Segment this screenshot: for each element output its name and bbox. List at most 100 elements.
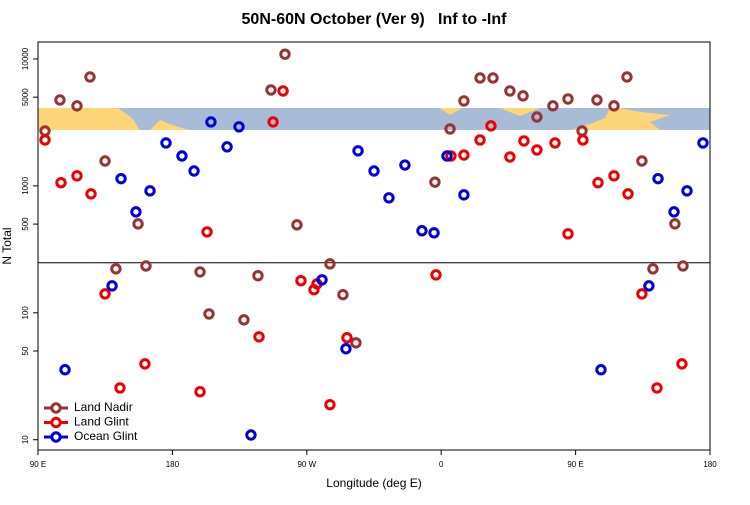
legend-marker [50,431,62,443]
point [547,100,559,112]
chart-title: 50N-60N October (Ver 9) Inf to -Inf [242,11,508,28]
point [279,48,291,60]
point [39,134,51,146]
point [160,137,172,149]
x-tick-label: 90 W [297,460,316,469]
point [324,258,336,270]
point [531,144,543,156]
point [233,121,245,133]
legend-label: Ocean Glint [74,429,138,443]
point [668,206,680,218]
point [430,269,442,281]
point [144,185,156,197]
x-tick-label: 90 E [30,460,46,469]
point [114,382,126,394]
point [203,308,215,320]
point [277,85,289,97]
point [636,155,648,167]
point [194,266,206,278]
point [608,170,620,182]
point [337,288,349,301]
y-tick-label: 50 [21,346,30,355]
point [205,116,217,128]
point [636,288,648,300]
point [562,93,574,105]
point [399,159,411,171]
point [267,116,279,128]
y-axis-label: N Total [0,227,14,264]
point [352,145,364,157]
point [591,94,603,106]
point [341,332,353,344]
point [139,358,151,370]
point [445,150,457,162]
point [253,331,265,343]
x-tick-label: 180 [166,460,180,469]
point [188,165,200,177]
point [324,398,336,411]
point [291,219,303,231]
legend-item: Land Nadir [44,400,133,414]
point [245,429,257,441]
point [677,260,689,272]
point [622,188,634,200]
point [99,288,111,300]
point [669,218,681,230]
point [474,72,486,84]
legend-label: Land Glint [74,415,129,429]
legend-item: Land Glint [44,415,129,429]
legend-label: Land Nadir [74,400,133,414]
point [562,228,574,240]
point [647,263,659,275]
point [132,218,144,230]
point [316,274,328,286]
legend-marker [50,416,62,429]
point [106,280,118,292]
point [652,172,664,185]
point [621,71,633,83]
point [59,364,71,376]
point [54,94,66,106]
point [577,134,589,146]
point [531,111,543,123]
y-tick-label: 10000 [21,47,30,70]
point [429,176,441,188]
map-strip [38,108,710,130]
point [340,343,352,355]
point [350,337,362,349]
legend-marker [50,402,62,414]
point [383,192,395,204]
x-tick-label: 0 [439,460,444,469]
point [221,141,233,153]
point [518,135,530,147]
y-tick-label: 1000 [21,176,30,194]
point [140,260,152,272]
point [110,263,122,275]
point [485,120,497,132]
point [201,226,213,238]
point [458,95,470,107]
point [71,100,83,112]
x-tick-label: 180 [703,460,717,469]
point [85,188,97,200]
point [176,150,188,162]
point [651,382,663,394]
point [428,227,440,239]
point [504,151,516,163]
point [441,150,453,162]
point [252,270,264,282]
point [238,314,250,326]
point [592,176,604,189]
point [608,100,620,112]
point [444,123,456,135]
point [504,85,516,97]
point [458,189,470,201]
point [71,170,83,182]
point [549,137,561,149]
point [416,225,428,237]
point [99,155,111,167]
point [84,71,96,83]
point [487,72,499,84]
